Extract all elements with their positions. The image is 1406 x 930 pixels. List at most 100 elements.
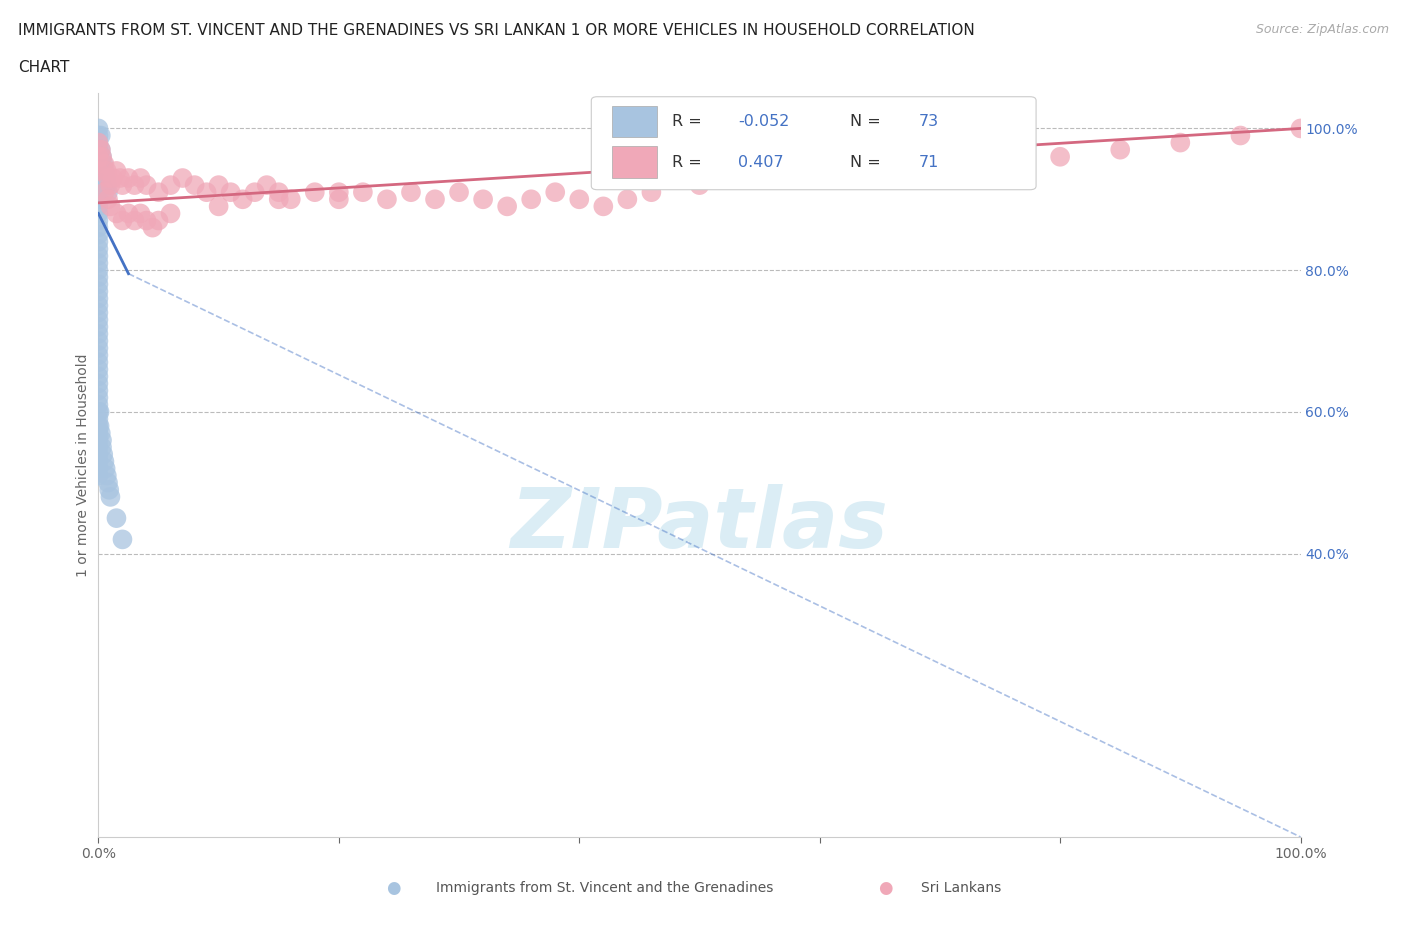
Text: Immigrants from St. Vincent and the Grenadines: Immigrants from St. Vincent and the Gren… bbox=[436, 881, 773, 896]
Point bbox=[141, 220, 163, 235]
Point bbox=[105, 164, 128, 179]
Point bbox=[808, 164, 831, 179]
Point bbox=[124, 178, 146, 193]
Text: 71: 71 bbox=[918, 154, 939, 169]
Point bbox=[91, 156, 114, 171]
Point bbox=[87, 291, 110, 306]
Point bbox=[869, 170, 891, 185]
Point bbox=[87, 248, 110, 263]
Point bbox=[472, 192, 495, 206]
Point bbox=[91, 432, 114, 447]
Point bbox=[90, 142, 112, 157]
Point bbox=[988, 156, 1011, 171]
Point bbox=[280, 192, 302, 206]
Point bbox=[129, 206, 152, 221]
Bar bbox=[612, 106, 658, 138]
Point bbox=[100, 489, 122, 504]
Point bbox=[87, 128, 110, 143]
Point bbox=[87, 405, 110, 419]
Point bbox=[91, 447, 114, 462]
Point bbox=[219, 185, 242, 200]
Point bbox=[87, 262, 110, 277]
Point bbox=[1170, 135, 1192, 150]
Point bbox=[208, 199, 231, 214]
Point bbox=[129, 170, 152, 185]
Point bbox=[124, 213, 146, 228]
Point bbox=[87, 164, 110, 179]
Text: N =: N = bbox=[849, 114, 886, 129]
Point bbox=[87, 319, 110, 334]
Point bbox=[689, 178, 711, 193]
Point bbox=[89, 418, 111, 433]
Point bbox=[148, 185, 170, 200]
Point bbox=[87, 256, 110, 271]
Point bbox=[91, 150, 114, 165]
Point bbox=[87, 178, 110, 193]
Point bbox=[97, 185, 120, 200]
Point bbox=[87, 142, 110, 157]
Point bbox=[87, 447, 110, 462]
Point bbox=[592, 199, 614, 214]
Point bbox=[89, 405, 111, 419]
Point bbox=[87, 348, 110, 363]
Point bbox=[90, 142, 112, 157]
Point bbox=[243, 185, 266, 200]
Point bbox=[328, 185, 350, 200]
Point bbox=[87, 206, 110, 221]
Point bbox=[87, 284, 110, 299]
Point bbox=[87, 426, 110, 441]
Point bbox=[399, 185, 422, 200]
Point bbox=[87, 376, 110, 391]
Point bbox=[87, 391, 110, 405]
Point bbox=[87, 156, 110, 171]
Point bbox=[87, 362, 110, 377]
Point bbox=[87, 326, 110, 341]
Point bbox=[105, 511, 128, 525]
Point bbox=[97, 170, 120, 185]
Point bbox=[87, 383, 110, 398]
Text: ZIPatlas: ZIPatlas bbox=[510, 484, 889, 565]
Point bbox=[87, 369, 110, 384]
Point bbox=[928, 164, 950, 179]
Point bbox=[108, 170, 131, 185]
Point bbox=[447, 185, 470, 200]
Point bbox=[87, 397, 110, 412]
Point bbox=[640, 185, 662, 200]
Point bbox=[87, 234, 110, 249]
Point bbox=[93, 185, 115, 200]
Point bbox=[208, 178, 231, 193]
Bar bbox=[612, 146, 658, 178]
Text: 0.407: 0.407 bbox=[738, 154, 783, 169]
Point bbox=[496, 199, 519, 214]
Point bbox=[87, 135, 110, 150]
Point bbox=[87, 305, 110, 320]
Text: N =: N = bbox=[849, 154, 886, 169]
Point bbox=[267, 185, 290, 200]
Point bbox=[1289, 121, 1312, 136]
Point bbox=[87, 170, 110, 185]
Point bbox=[87, 454, 110, 469]
FancyBboxPatch shape bbox=[592, 97, 1036, 190]
Point bbox=[195, 185, 218, 200]
Point bbox=[1049, 150, 1071, 165]
Point bbox=[87, 227, 110, 242]
Point bbox=[87, 468, 110, 483]
Point bbox=[87, 355, 110, 370]
Point bbox=[90, 128, 112, 143]
Point bbox=[101, 170, 124, 185]
Point bbox=[87, 199, 110, 214]
Point bbox=[87, 192, 110, 206]
Point bbox=[87, 270, 110, 285]
Point bbox=[87, 150, 110, 165]
Point bbox=[87, 213, 110, 228]
Text: Source: ZipAtlas.com: Source: ZipAtlas.com bbox=[1256, 23, 1389, 36]
Point bbox=[256, 178, 278, 193]
Point bbox=[544, 185, 567, 200]
Y-axis label: 1 or more Vehicles in Household: 1 or more Vehicles in Household bbox=[76, 353, 90, 577]
Point bbox=[93, 156, 115, 171]
Point bbox=[100, 199, 122, 214]
Point bbox=[96, 468, 118, 483]
Point bbox=[135, 213, 157, 228]
Point bbox=[616, 192, 638, 206]
Point bbox=[148, 213, 170, 228]
